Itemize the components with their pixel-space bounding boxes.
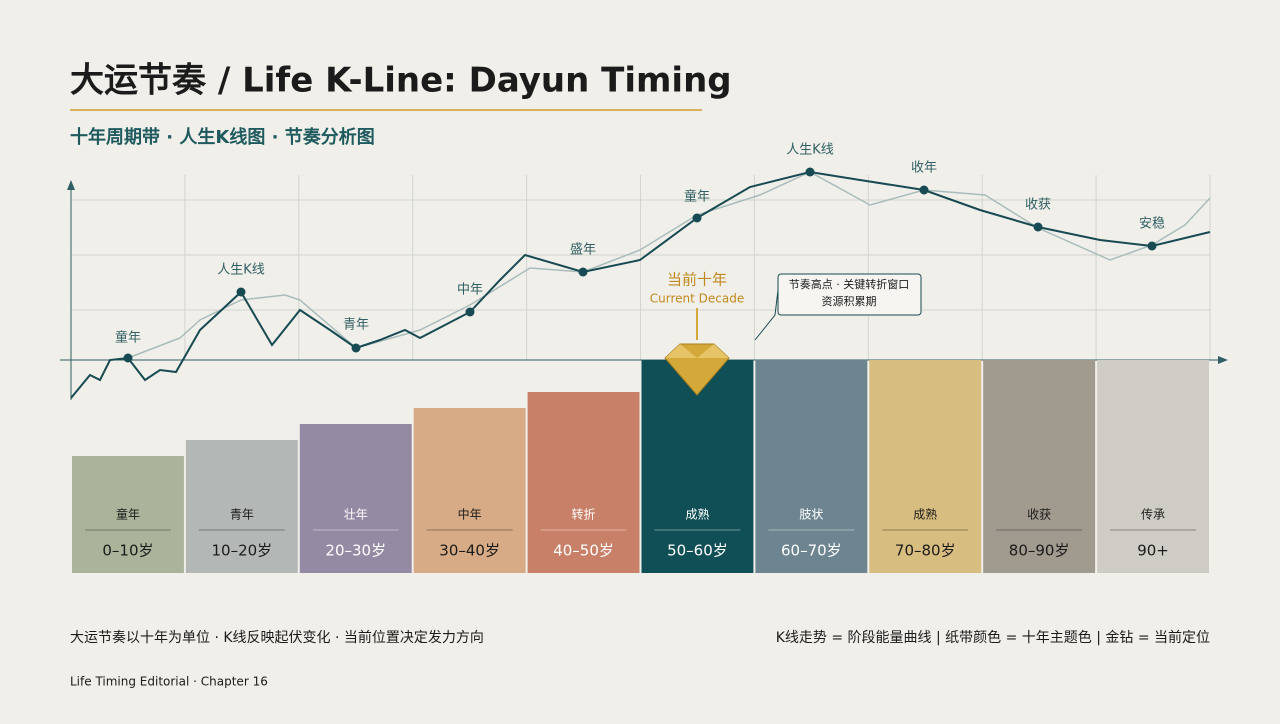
arrow [67, 180, 75, 190]
point [1147, 241, 1157, 251]
title: 大运节奏 / Life K-Line: Dayun Timing [70, 61, 732, 101]
footer-left: 大运节奏以十年为单位 · K线反映起伏变化 · 当前位置决定发力方向 [70, 629, 484, 646]
band-label: 成熟 [913, 507, 937, 522]
curve-label: 人生K线 [786, 143, 834, 158]
band-range: 20–30岁 [325, 542, 386, 560]
band-label: 传承 [1141, 507, 1165, 522]
band [299, 424, 412, 573]
band-label: 中年 [458, 507, 482, 522]
curve-label: 童年 [684, 189, 710, 205]
band [983, 360, 1096, 573]
shadow-line [127, 171, 1211, 359]
band-range: 80–90岁 [1009, 542, 1070, 560]
band [185, 440, 298, 573]
band [413, 408, 526, 573]
arrow [1218, 356, 1228, 364]
band [72, 456, 184, 573]
callout-box [777, 273, 922, 316]
band-label: 转折 [572, 507, 596, 522]
band-range: 10–20岁 [212, 542, 273, 560]
curve-label: 收获 [1025, 198, 1051, 213]
curve-label: 人生K线 [217, 263, 265, 278]
band-label: 收获 [1027, 508, 1051, 522]
point [236, 287, 246, 297]
band-label: 青年 [230, 508, 254, 522]
band-label: 成熟 [685, 507, 709, 522]
point [1033, 222, 1043, 232]
subtitle: 十年周期带 · 人生K线图 · 节奏分析图 [70, 126, 375, 148]
curve-label: 收年 [911, 161, 937, 176]
point [692, 213, 702, 223]
point [805, 167, 815, 177]
band-range: 60–70岁 [781, 542, 842, 560]
band [641, 360, 754, 573]
grid [71, 175, 1211, 360]
points [123, 167, 1157, 363]
callout-leader [754, 289, 779, 341]
band-label: 肢状 [799, 507, 823, 522]
curve-label: 盛年 [570, 243, 596, 258]
current-label-en: Current Decade [650, 292, 744, 306]
curve-label: 童年 [115, 330, 141, 346]
callout-text: 节奏高点 · 关键转折窗口 [789, 277, 910, 291]
curve-label: 安稳 [1139, 216, 1165, 232]
band [1097, 360, 1209, 573]
callout-text: 资源积累期 [822, 294, 877, 308]
band-range: 30–40岁 [439, 542, 500, 560]
k-line [70, 170, 1211, 399]
footer-right: K线走势 = 阶段能量曲线 | 纸带颜色 = 十年主题色 | 金钻 = 当前定位 [776, 629, 1210, 646]
current-label: 当前十年 [667, 271, 727, 289]
point [351, 343, 361, 353]
band [527, 392, 640, 573]
band [869, 360, 982, 573]
curve-label: 中年 [457, 283, 483, 298]
diamond-facet [665, 344, 729, 358]
band-label: 壮年 [344, 508, 368, 522]
point [578, 267, 588, 277]
band-range: 50–60岁 [667, 542, 728, 560]
credit: Life Timing Editorial · Chapter 16 [70, 675, 268, 689]
band-range: 90+ [1137, 542, 1169, 560]
point [919, 185, 929, 195]
band [755, 360, 868, 573]
point [465, 307, 475, 317]
bands: 童年 0–10岁 青年 10–20岁 壮年 20–30岁 中年 30–40岁 转折 40–50岁 成… [72, 360, 1209, 573]
band-range: 0–10岁 [102, 542, 153, 560]
point [123, 353, 133, 363]
curve-label: 青年 [343, 318, 369, 333]
band-label: 童年 [116, 507, 140, 522]
band-range: 70–80岁 [895, 542, 956, 560]
band-range: 40–50岁 [553, 542, 614, 560]
